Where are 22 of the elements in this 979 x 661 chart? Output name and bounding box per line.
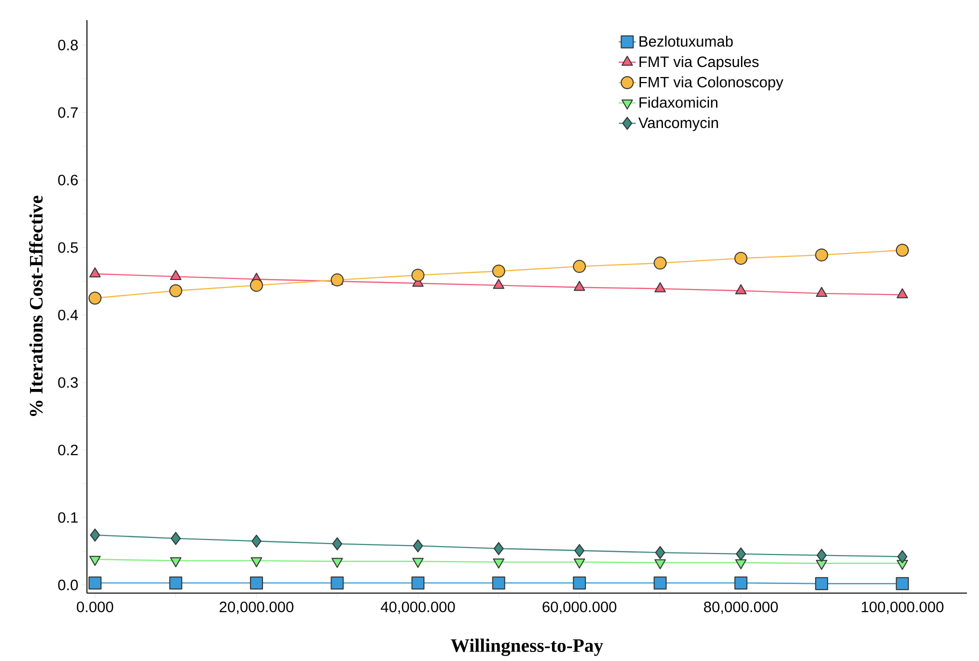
y-axis-title: % Iterations Cost-Effective (29, 196, 43, 416)
legend-label: FMT via Capsules (640, 56, 759, 70)
y-tick-label: 0.7 (58, 107, 78, 118)
x-axis-title: Willingness-to-Pay (450, 638, 604, 656)
y-tick-label: 0.5 (58, 242, 78, 253)
x-tick-label: 40,000.000 (380, 602, 455, 614)
x-tick-label: 20,000.000 (220, 602, 294, 614)
x-tick-label: 60,000.000 (542, 602, 616, 614)
y-tick-label: 0.3 (58, 377, 78, 388)
legend-label: FMT via Colonoscopy (640, 76, 784, 90)
x-tick-label: 0.000 (76, 602, 114, 612)
y-tick-label: 0.0 (58, 580, 78, 590)
x-tick-label: 80,000.000 (704, 602, 778, 614)
legend-label: Bezlotuxumab (640, 36, 733, 47)
y-tick-label: 0.6 (58, 174, 78, 186)
y-tick-label: 0.1 (58, 512, 78, 523)
y-tick-label: 0.2 (58, 444, 78, 456)
legend-label: Fidaxomicin (640, 96, 718, 108)
legend-label: Vancomycin (638, 117, 718, 132)
y-tick-label: 0.4 (58, 310, 78, 320)
x-tick-label: 100,000.000 (862, 602, 944, 614)
y-tick-label: 0.8 (58, 40, 78, 50)
